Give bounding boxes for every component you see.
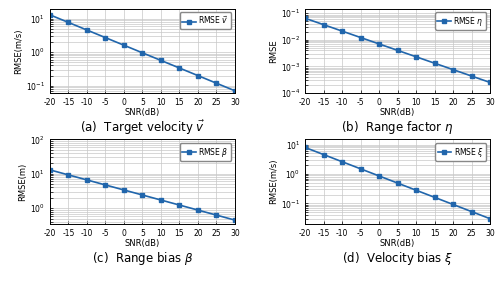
Y-axis label: RMSE(m/s): RMSE(m/s) <box>270 159 278 204</box>
Text: (b)  Range factor $\eta$: (b) Range factor $\eta$ <box>342 119 454 136</box>
Text: (c)  Range bias $\beta$: (c) Range bias $\beta$ <box>92 250 193 267</box>
Legend: RMSE $\eta$: RMSE $\eta$ <box>435 12 486 30</box>
X-axis label: SNR(dB): SNR(dB) <box>125 108 160 117</box>
Text: (a)  Target velocity $\vec{v}$: (a) Target velocity $\vec{v}$ <box>80 119 205 137</box>
Y-axis label: RMSE(m): RMSE(m) <box>18 162 28 201</box>
Text: (d)  Velocity bias $\xi$: (d) Velocity bias $\xi$ <box>342 250 453 267</box>
Y-axis label: RMSE(m/s): RMSE(m/s) <box>14 28 23 73</box>
Legend: RMSE $\beta$: RMSE $\beta$ <box>180 143 231 161</box>
X-axis label: SNR(dB): SNR(dB) <box>380 108 415 117</box>
Legend: RMSE $\xi$: RMSE $\xi$ <box>436 143 486 161</box>
Y-axis label: RMSE: RMSE <box>269 39 278 63</box>
X-axis label: SNR(dB): SNR(dB) <box>380 239 415 248</box>
Legend: RMSE $\vec{v}$: RMSE $\vec{v}$ <box>180 12 231 29</box>
X-axis label: SNR(dB): SNR(dB) <box>125 239 160 248</box>
